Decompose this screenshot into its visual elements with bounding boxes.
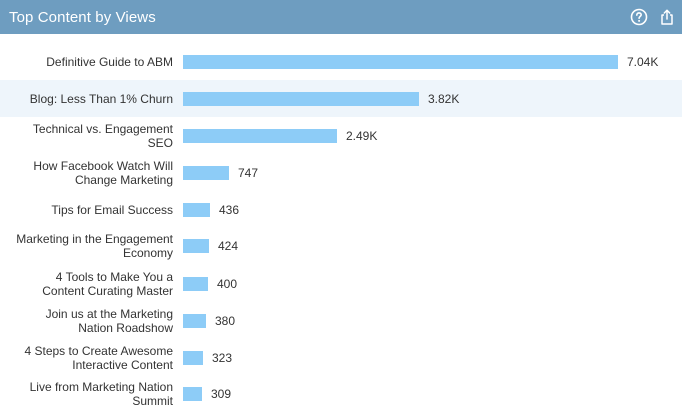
chart-row[interactable]: Technical vs. Engagement SEO 2.49K — [0, 117, 682, 154]
category-label-line: Summit — [132, 394, 173, 408]
chart-row[interactable]: Live from Marketing Nation Summit 309 — [0, 376, 682, 412]
category-label-line: Interactive Content — [72, 357, 173, 372]
category-label: 4 Tools to Make You a Content Curating Ma… — [5, 270, 173, 298]
category-label-line: Content Curating Master — [42, 283, 173, 298]
bar[interactable] — [183, 276, 208, 291]
category-label-line: Live from Marketing Nation — [29, 380, 173, 394]
category-label-line: Blog: Less Than 1% Churn — [29, 91, 173, 106]
chart-row[interactable]: 4 Steps to Create Awesome Interactive Con… — [0, 339, 682, 376]
category-label: Tips for Email Success — [5, 203, 173, 217]
value-label: 747 — [238, 166, 259, 180]
bar[interactable] — [183, 128, 337, 143]
category-label-line: How Facebook Watch Will — [33, 159, 173, 173]
category-label-line: Technical vs. Engagement SEO — [32, 121, 173, 150]
chart-row[interactable]: Blog: Less Than 1% Churn 3.82K — [0, 80, 682, 117]
category-label-line: Change Marketing — [74, 173, 173, 187]
bar[interactable] — [183, 239, 209, 253]
value-label: 2.49K — [346, 128, 378, 143]
value-label: 380 — [215, 313, 236, 328]
category-label: Definitive Guide to ABM — [5, 55, 173, 69]
category-label: Join us at the Marketing Nation Roadshow — [5, 307, 173, 335]
chart-row[interactable]: Definitive Guide to ABM 7.04K — [0, 44, 682, 80]
category-label-line: Marketing in the Engagement — [16, 232, 173, 246]
value-label: 400 — [217, 276, 238, 291]
category-label: How Facebook Watch Will Change Marketing — [5, 159, 173, 187]
widget-header: Top Content by Views — [0, 0, 682, 34]
category-label: Blog: Less Than 1% Churn — [5, 92, 173, 106]
category-label-line: Join us at the Marketing — [45, 306, 173, 321]
value-label: 436 — [219, 202, 240, 217]
category-label: Live from Marketing Nation Summit — [5, 380, 173, 408]
chart-row[interactable]: How Facebook Watch Will Change Marketing 7… — [0, 154, 682, 192]
category-label-line: Tips for Email Success — [51, 202, 173, 217]
chart-row[interactable]: Tips for Email Success 436 — [0, 192, 682, 227]
widget-title: Top Content by Views — [9, 8, 156, 26]
category-label-line: 4 Steps to Create Awesome — [24, 343, 173, 358]
value-label: 424 — [218, 239, 239, 253]
bar[interactable] — [183, 91, 419, 106]
category-label-line: Economy — [122, 246, 173, 260]
chart-row[interactable]: Marketing in the Engagement Economy 424 — [0, 227, 682, 265]
bar[interactable] — [183, 55, 618, 69]
value-label: 3.82K — [428, 91, 460, 106]
share-export-icon[interactable] — [658, 8, 676, 26]
header-actions — [630, 0, 676, 34]
category-label-line: Definitive Guide to ABM — [46, 55, 173, 69]
help-circle-icon[interactable] — [630, 8, 648, 26]
bar-chart: Definitive Guide to ABM 7.04K Blog: Less T… — [0, 44, 682, 412]
category-label: Marketing in the Engagement Economy — [5, 232, 173, 260]
chart-row[interactable]: Join us at the Marketing Nation Roadshow 3… — [0, 302, 682, 339]
value-label: 7.04K — [627, 55, 659, 69]
bar[interactable] — [183, 387, 202, 401]
category-label-line: Nation Roadshow — [78, 320, 173, 335]
bar[interactable] — [183, 350, 203, 365]
chart-row[interactable]: 4 Tools to Make You a Content Curating Ma… — [0, 265, 682, 302]
bar[interactable] — [183, 313, 206, 328]
value-label: 323 — [212, 350, 233, 365]
category-label: Technical vs. Engagement SEO — [5, 122, 173, 150]
category-label-line: 4 Tools to Make You a — [55, 269, 173, 284]
category-label: 4 Steps to Create Awesome Interactive Con… — [5, 344, 173, 372]
bar[interactable] — [183, 202, 210, 217]
value-label: 309 — [211, 387, 232, 401]
bar[interactable] — [183, 166, 229, 180]
